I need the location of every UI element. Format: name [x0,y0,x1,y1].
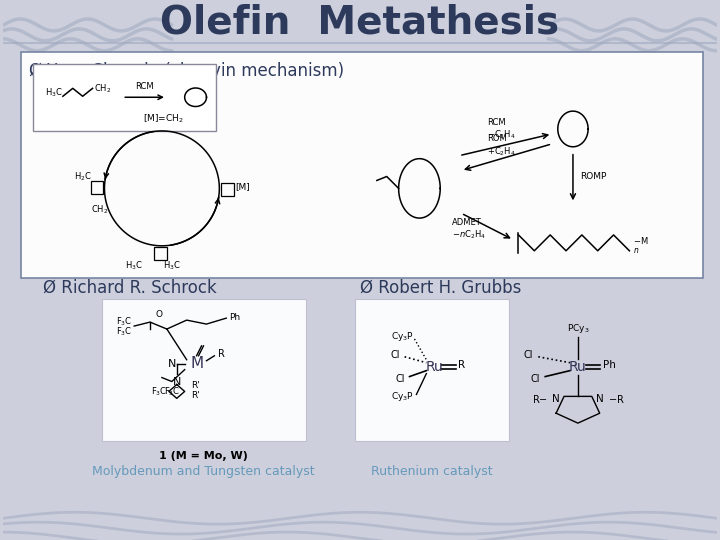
Text: Ph: Ph [603,360,616,370]
Text: Cy$_3$P: Cy$_3$P [392,390,415,403]
FancyBboxPatch shape [33,64,217,131]
Text: [M]=CH$_2$: [M]=CH$_2$ [143,112,184,125]
Text: Ø Yves Chauvin (chauvin mechanism): Ø Yves Chauvin (chauvin mechanism) [30,62,344,79]
Text: Cl: Cl [395,374,405,383]
Text: ROMP: ROMP [580,172,606,181]
Text: O: O [156,310,163,319]
Text: $\mathregular{H_3C}$: $\mathregular{H_3C}$ [125,259,143,272]
Text: $-$R: $-$R [608,393,624,406]
Text: $\mathregular{F_3C}$: $\mathregular{F_3C}$ [150,386,167,398]
Text: N: N [595,394,603,404]
Text: $\mathregular{F_3C}$: $\mathregular{F_3C}$ [163,386,180,398]
Text: $\mathregular{H_3C}$: $\mathregular{H_3C}$ [45,86,63,99]
Text: M: M [190,356,203,371]
Text: Cl: Cl [531,374,540,383]
Text: $\mathregular{H_2C}$: $\mathregular{H_2C}$ [73,170,91,183]
Text: RCM: RCM [135,82,153,91]
Text: R$-$: R$-$ [532,393,548,406]
Text: $\mathregular{F_3C}$: $\mathregular{F_3C}$ [116,326,132,338]
Text: Cl: Cl [524,350,534,360]
Text: $\mathregular{F_3C}$: $\mathregular{F_3C}$ [116,316,132,328]
Text: N: N [173,376,181,387]
Text: R': R' [192,391,200,400]
FancyBboxPatch shape [102,299,305,441]
Text: $\mathregular{H_3C}$: $\mathregular{H_3C}$ [163,259,181,272]
Text: Cl: Cl [390,350,400,360]
Text: Ruthenium catalyst: Ruthenium catalyst [371,465,492,478]
Text: Ph: Ph [229,313,240,322]
Text: Ø Robert H. Grubbs: Ø Robert H. Grubbs [360,279,521,296]
Text: [M]: [M] [235,182,250,191]
Text: N: N [168,359,176,369]
Text: Cy$_3$P: Cy$_3$P [392,330,415,343]
Text: PCy$_3$: PCy$_3$ [567,322,589,335]
Text: R': R' [192,381,200,390]
Text: Ru: Ru [569,360,587,374]
Text: $\mathregular{CH_2}$: $\mathregular{CH_2}$ [94,82,111,94]
Text: 1 (M = Mo, W): 1 (M = Mo, W) [159,451,248,461]
Text: ADMET
$-n$C$_2$H$_4$: ADMET $-n$C$_2$H$_4$ [452,218,486,241]
Text: Olefin  Metathesis: Olefin Metathesis [161,4,559,42]
Text: $n$: $n$ [634,246,639,255]
FancyBboxPatch shape [355,299,508,441]
Text: Ø Richard R. Schrock: Ø Richard R. Schrock [43,279,217,296]
Text: $-$M: $-$M [634,235,649,246]
Text: RCM
$-$C$_2$H$_4$: RCM $-$C$_2$H$_4$ [487,118,516,141]
FancyBboxPatch shape [22,52,703,278]
Text: Ru: Ru [426,360,444,374]
Text: ROM
$+$C$_2$H$_4$: ROM $+$C$_2$H$_4$ [487,134,516,158]
Text: $\mathregular{CH_2}$: $\mathregular{CH_2}$ [91,204,108,217]
Text: R: R [218,349,225,359]
Text: N: N [552,394,560,404]
Text: Molybdenum and Tungsten catalyst: Molybdenum and Tungsten catalyst [92,465,315,478]
Text: R: R [458,360,465,370]
